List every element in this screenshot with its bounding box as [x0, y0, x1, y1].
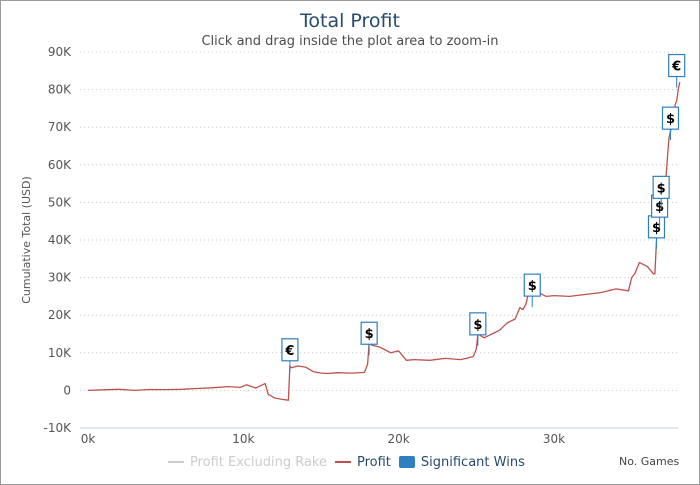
flag-box — [281, 338, 299, 362]
flag-box — [523, 273, 541, 297]
flag-label: $ — [365, 327, 374, 342]
significant-win-flag[interactable]: € — [281, 338, 299, 372]
series-line-profit[interactable] — [87, 81, 681, 401]
chart-subtitle: Click and drag inside the plot area to z… — [201, 34, 499, 49]
significant-win-flag[interactable]: $ — [523, 273, 541, 308]
legend-label-profit-excluding-rake: Profit Excluding Rake — [190, 454, 327, 470]
flag-box — [652, 175, 670, 199]
x-tick-label: 0k — [81, 432, 96, 446]
y-tick-label: 20K — [48, 308, 72, 322]
flag-box — [668, 53, 686, 78]
legend-line-profit — [334, 461, 351, 463]
flag-label: $ — [657, 181, 666, 196]
y-tick-label: 60K — [48, 158, 72, 172]
flag-box — [360, 321, 378, 345]
flag-label: $ — [528, 279, 537, 294]
significant-win-flag[interactable]: $ — [360, 321, 378, 356]
y-tick-label: 50K — [48, 195, 72, 209]
y-tick-label: 10K — [48, 346, 72, 360]
flag-box — [661, 106, 680, 130]
x-tick-label: 20k — [388, 432, 410, 446]
flag-label: € — [671, 60, 681, 75]
flag-label: $ — [655, 200, 664, 215]
y-tick-label: 70K — [48, 120, 72, 134]
significant-win-flag[interactable]: $ — [650, 194, 669, 229]
legend-item-profit[interactable]: Profit — [334, 454, 391, 470]
flag-label: $ — [473, 318, 482, 333]
legend-item-significant-wins[interactable]: Significant Wins — [398, 454, 525, 470]
y-tick-label: 90K — [48, 45, 72, 59]
y-tick-label: 40K — [48, 233, 72, 247]
significant-win-flag[interactable]: $ — [647, 215, 666, 249]
legend-box-significant-wins — [398, 456, 415, 468]
legend-label-profit: Profit — [356, 454, 391, 470]
flag-label: $ — [666, 112, 675, 127]
y-tick-label: -10K — [44, 421, 73, 435]
y-tick-label: 0 — [63, 383, 71, 397]
legend-line-profit-excluding-rake — [168, 461, 184, 463]
x-tick-label: 10k — [232, 432, 254, 446]
significant-win-flag[interactable]: $ — [652, 175, 670, 210]
x-tick-label: 30k — [543, 432, 565, 446]
legend: Profit Excluding Rake Profit Significant… — [168, 452, 533, 472]
chart-title: Total Profit — [300, 10, 400, 32]
y-tick-label: 30K — [48, 271, 72, 285]
y-axis-label: Cumulative Total (USD) — [20, 176, 33, 304]
flag-label: $ — [652, 221, 661, 236]
significant-win-flag[interactable]: $ — [469, 312, 487, 346]
significant-win-flag[interactable]: € — [668, 53, 686, 88]
legend-label-significant-wins: Significant Wins — [420, 454, 525, 470]
flag-label: € — [284, 344, 294, 359]
legend-item-profit-excluding-rake[interactable]: Profit Excluding Rake — [168, 455, 327, 470]
y-tick-label: 80K — [48, 83, 72, 97]
x-axis-label: No. Games — [619, 455, 680, 468]
significant-win-flag[interactable]: $ — [661, 106, 680, 141]
flag-box — [469, 312, 487, 336]
